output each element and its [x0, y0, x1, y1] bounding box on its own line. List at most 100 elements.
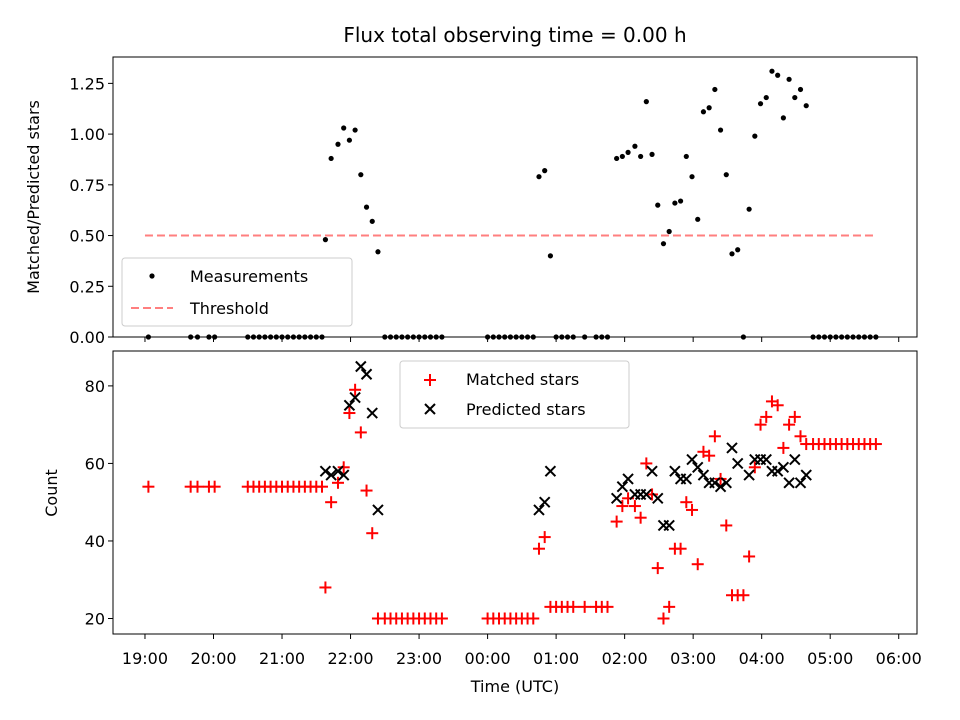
matched-star-point: [754, 418, 767, 431]
predicted-star-point: [349, 391, 361, 404]
measurement-point: [655, 202, 661, 208]
x-tick-label: 06:00: [876, 649, 922, 668]
measurement-point: [322, 237, 329, 243]
measurement-point: [542, 168, 548, 174]
measurement-point: [619, 153, 625, 160]
matched-star-point: [869, 438, 882, 451]
predicted-star-point: [332, 465, 344, 477]
matched-star-point: [777, 441, 790, 454]
predicted-star-point: [743, 469, 755, 481]
matched-star-point: [142, 480, 155, 493]
bottom-legend: Matched stars Predicted stars: [399, 360, 630, 429]
measurement-point: [723, 172, 729, 178]
bottom-y-axis-label: Count: [42, 469, 61, 517]
top-y-tick-label: 0.50: [69, 227, 105, 246]
bottom-y-tick-label: 60: [85, 454, 105, 473]
predicted-star-point: [646, 465, 658, 477]
bottom-y-tick-label: 40: [85, 532, 105, 551]
matched-star-point: [208, 480, 221, 493]
matched-star-point: [360, 484, 373, 497]
legend-threshold-label: Threshold: [189, 299, 269, 318]
predicted-star-point: [800, 469, 812, 481]
bottom-y-tick-label: 80: [85, 377, 105, 396]
predicted-star-point: [544, 465, 557, 477]
top-y-tick-label: 1.25: [69, 74, 105, 93]
matched-star-point: [337, 461, 350, 474]
matched-star-point: [720, 519, 733, 532]
matched-star-point: [691, 558, 704, 571]
x-tick-label: 21:00: [259, 649, 305, 668]
predicted-star-point: [610, 492, 623, 505]
predicted-star-point: [777, 461, 790, 474]
matched-star-point: [610, 515, 623, 528]
matched-star-point: [349, 383, 362, 396]
predicted-star-point: [726, 442, 738, 454]
x-tick-label: 03:00: [670, 649, 716, 668]
matched-star-point: [319, 581, 332, 594]
predicted-star-point: [343, 399, 356, 411]
matched-star-point: [578, 600, 591, 613]
predicted-star-point: [366, 407, 378, 419]
measurement-point: [328, 155, 334, 162]
measurement-point: [689, 174, 695, 180]
top-panel: 0.00 0.25 0.50 0.75 1.00 1.25 Matched/Predict…: [24, 56, 918, 347]
predicted-star-point: [640, 488, 653, 501]
measurement-point: [614, 155, 620, 162]
x-tick-label: 01:00: [533, 649, 579, 668]
matched-star-point: [616, 500, 629, 513]
legend-predicted-label: Predicted stars: [466, 400, 586, 419]
matched-star-point: [343, 407, 356, 420]
x-tick-label: 20:00: [190, 649, 236, 668]
predicted-star-point: [337, 469, 350, 481]
predicted-star-point: [616, 480, 629, 493]
x-tick-label: 23:00: [396, 649, 442, 668]
matched-star-point: [783, 418, 796, 431]
measurement-point: [775, 72, 781, 78]
bottom-legend-box: [399, 360, 630, 429]
predicted-star-point: [692, 461, 704, 474]
measurement-point: [638, 153, 644, 160]
top-plot-frame: [112, 56, 918, 338]
matched-star-point: [657, 612, 670, 625]
matched-star-point: [538, 531, 551, 544]
matched-star-point: [651, 562, 664, 575]
measurement-point: [735, 247, 741, 253]
predicted-star-point: [360, 368, 373, 380]
chart-title: Flux total observing time = 0.00 h: [343, 23, 686, 47]
matched-star-point: [737, 589, 750, 602]
measurement-point: [352, 127, 358, 133]
matched-star-point: [331, 476, 344, 489]
x-tick-label: 02:00: [602, 649, 648, 668]
legend-matched-marker: [424, 374, 436, 386]
predicted-star-point: [652, 492, 664, 505]
measurement-point: [752, 133, 758, 139]
matched-star-point: [354, 426, 367, 439]
measurement-point: [536, 174, 542, 180]
matched-star-point: [601, 600, 614, 613]
matched-star-point: [628, 500, 641, 513]
x-tick-label: 22:00: [327, 649, 373, 668]
predicted-star-point: [686, 453, 698, 466]
x-tick-label: 19:00: [122, 649, 168, 668]
measurement-point: [335, 141, 341, 147]
predicted-star-point: [319, 465, 332, 477]
predicted-star-point: [794, 477, 807, 489]
measurement-point: [660, 241, 667, 247]
measurement-point: [695, 216, 701, 222]
matched-star-point: [663, 600, 676, 613]
predicted-star-point: [669, 465, 681, 477]
measurement-point: [649, 151, 655, 157]
predicted-star-point: [663, 519, 675, 532]
top-y-axis-label: Matched/Predicted stars: [24, 100, 43, 294]
matched-star-point: [640, 457, 653, 470]
top-y-tick-label: 0.00: [69, 328, 105, 347]
measurement-point: [792, 94, 798, 101]
measurement-point: [763, 94, 769, 101]
measurement-point: [677, 198, 684, 204]
legend-measurements-label: Measurements: [190, 267, 308, 286]
measurement-point: [700, 109, 707, 115]
bottom-y-tick-label: 20: [85, 609, 105, 628]
measurement-point: [625, 149, 631, 155]
measurement-point: [672, 200, 678, 206]
matched-star-point: [771, 399, 784, 412]
